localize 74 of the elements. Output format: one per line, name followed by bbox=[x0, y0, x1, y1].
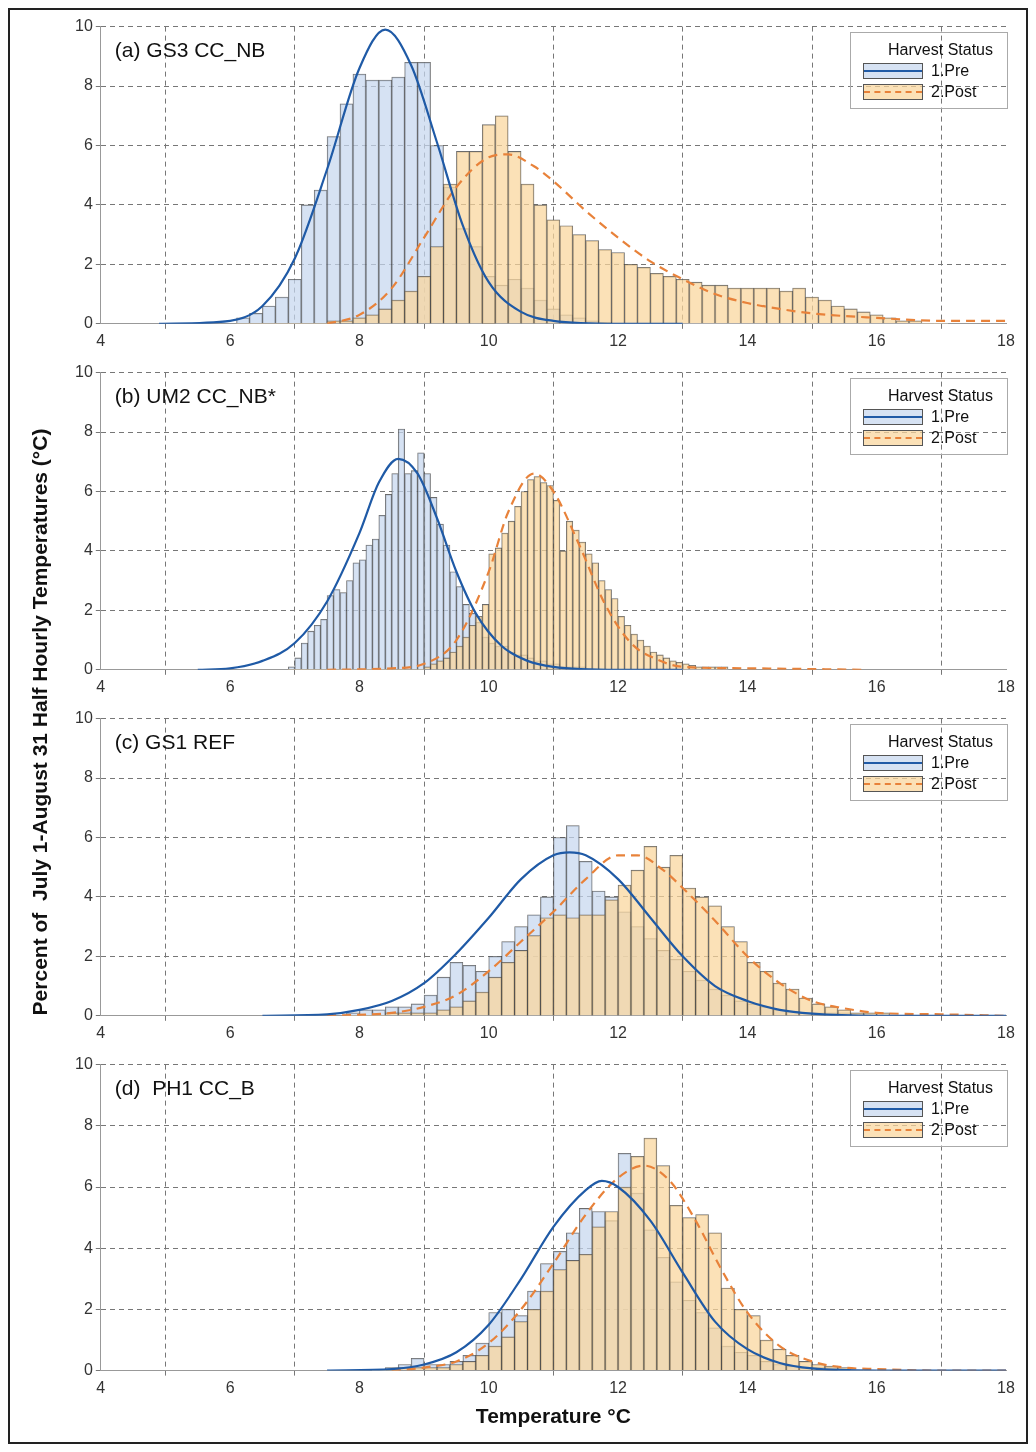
x-tick-label: 14 bbox=[738, 331, 757, 349]
x-tick-label: 16 bbox=[867, 1378, 886, 1396]
x-tick-label: 10 bbox=[479, 1023, 498, 1041]
legend-title: Harvest Status bbox=[887, 1078, 993, 1098]
y-tick-label: 8 bbox=[83, 422, 93, 440]
x-tick-label: 16 bbox=[867, 1023, 886, 1041]
y-tick-label: 10 bbox=[75, 17, 93, 35]
x-tick-label: 6 bbox=[225, 1023, 235, 1041]
legend-label: 2.Post bbox=[931, 1120, 977, 1140]
y-tick-label: 6 bbox=[83, 827, 93, 845]
x-tick-label: 10 bbox=[479, 331, 498, 349]
y-tick-label: 0 bbox=[83, 1361, 93, 1379]
x-tick-label: 16 bbox=[867, 331, 886, 349]
y-tick-label: 2 bbox=[83, 946, 93, 964]
legend-label: 1.Pre bbox=[931, 407, 970, 427]
x-tick-label: 12 bbox=[609, 331, 628, 349]
x-tick-label: 18 bbox=[997, 677, 1015, 695]
legend-title: Harvest Status bbox=[887, 386, 993, 406]
y-tick-label: 4 bbox=[83, 195, 93, 213]
legend-label: 2.Post bbox=[931, 774, 977, 794]
x-tick-label: 10 bbox=[479, 1378, 498, 1396]
y-tick-label: 8 bbox=[83, 768, 93, 786]
x-tick-label: 8 bbox=[354, 331, 364, 349]
x-tick-label: 14 bbox=[738, 1378, 757, 1396]
x-tick-label: 8 bbox=[354, 1378, 364, 1396]
y-tick-label: 4 bbox=[83, 541, 93, 559]
x-tick-label: 18 bbox=[997, 331, 1015, 349]
y-tick-label: 6 bbox=[83, 1177, 93, 1195]
x-tick-label: 4 bbox=[96, 1378, 106, 1396]
legend-label: 2.Post bbox=[931, 428, 977, 448]
x-tick-label: 6 bbox=[225, 331, 235, 349]
y-tick-label: 10 bbox=[75, 363, 93, 381]
x-tick-label: 14 bbox=[738, 677, 757, 695]
text: (a) GS3 CC_NB bbox=[114, 37, 266, 62]
x-tick-label: 4 bbox=[96, 1023, 106, 1041]
x-tick-label: 12 bbox=[609, 1378, 628, 1396]
legend-title: Harvest Status bbox=[887, 40, 993, 60]
x-tick-label: 8 bbox=[354, 1023, 364, 1041]
y-tick-label: 2 bbox=[83, 1299, 93, 1317]
x-tick-label: 10 bbox=[479, 677, 498, 695]
y-tick-label: 4 bbox=[83, 1238, 93, 1256]
y-tick-label: 0 bbox=[83, 660, 93, 678]
x-tick-label: 6 bbox=[225, 677, 235, 695]
text: (b) UM2 CC_NB* bbox=[114, 383, 276, 408]
x-tick-label: 18 bbox=[997, 1378, 1015, 1396]
y-tick-label: 2 bbox=[83, 600, 93, 618]
x-tick-label: 6 bbox=[225, 1378, 235, 1396]
legend-label: 2.Post bbox=[931, 82, 977, 102]
legend-title: Harvest Status bbox=[887, 732, 993, 752]
x-tick-label: 12 bbox=[609, 677, 628, 695]
x-tick-label: 18 bbox=[997, 1023, 1015, 1041]
x-tick-label: 8 bbox=[354, 677, 364, 695]
x-tick-label: 12 bbox=[609, 1023, 628, 1041]
y-tick-label: 2 bbox=[83, 254, 93, 272]
x-tick-label: 4 bbox=[96, 677, 106, 695]
y-tick-label: 8 bbox=[83, 1116, 93, 1134]
y-axis-title: Percent of July 1-August 31 Half Hourly Temperatures (°C) bbox=[28, 427, 52, 1018]
y-tick-label: 6 bbox=[83, 135, 93, 153]
y-tick-label: 0 bbox=[83, 314, 93, 332]
legend-label: 1.Pre bbox=[931, 61, 970, 81]
y-tick-label: 0 bbox=[83, 1006, 93, 1024]
legend-label: 1.Pre bbox=[931, 1099, 970, 1119]
text: (d) PH1 CC_B bbox=[114, 1075, 255, 1100]
x-tick-label: 4 bbox=[96, 331, 106, 349]
y-tick-label: 8 bbox=[83, 76, 93, 94]
legend-label: 1.Pre bbox=[931, 753, 970, 773]
y-tick-label: 10 bbox=[75, 1055, 93, 1073]
x-axis-title: Temperature °C bbox=[475, 1404, 631, 1428]
x-tick-label: 14 bbox=[738, 1023, 757, 1041]
text: (c) GS1 REF bbox=[114, 729, 235, 753]
y-tick-label: 4 bbox=[83, 887, 93, 905]
y-tick-label: 6 bbox=[83, 481, 93, 499]
x-tick-label: 16 bbox=[867, 677, 886, 695]
y-tick-label: 10 bbox=[75, 709, 93, 727]
